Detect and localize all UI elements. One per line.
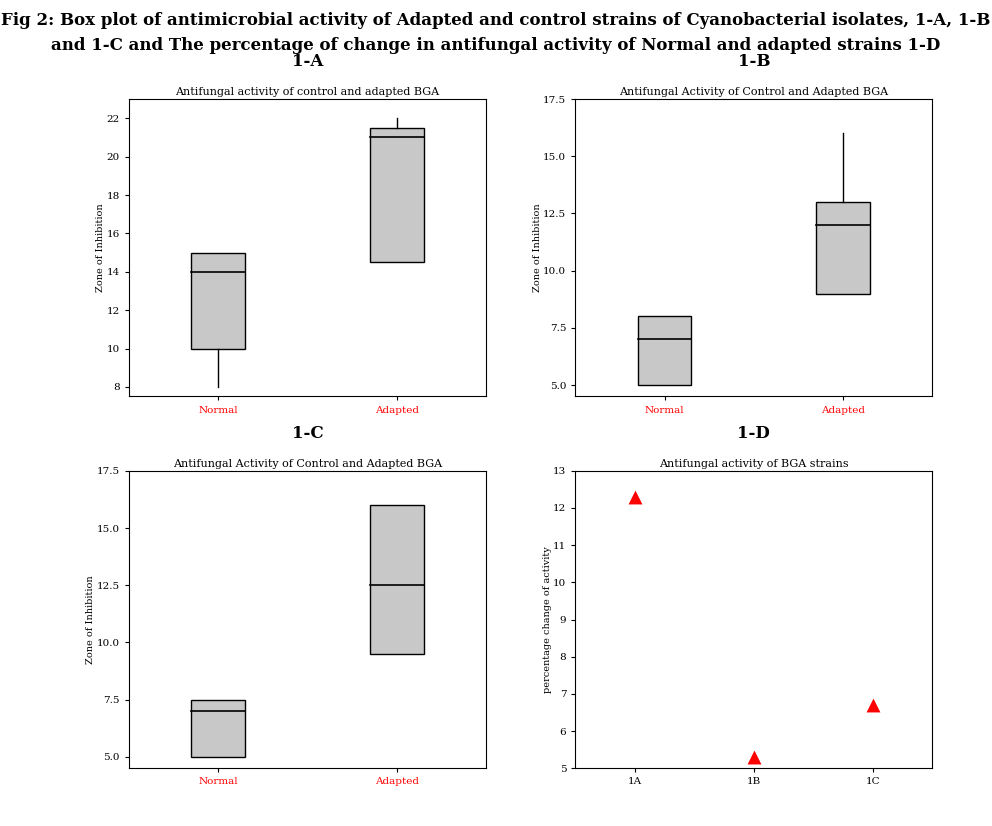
Point <box>746 751 762 763</box>
Bar <box>370 506 424 654</box>
Bar <box>191 253 245 349</box>
Bar <box>191 700 245 757</box>
Y-axis label: Zone of Inhibition: Zone of Inhibition <box>86 575 95 664</box>
Title: Antifungal activity of control and adapted BGA: Antifungal activity of control and adapt… <box>176 87 439 97</box>
Text: 1-B: 1-B <box>738 53 770 70</box>
Point <box>627 490 643 503</box>
Title: Antifungal activity of BGA strains: Antifungal activity of BGA strains <box>659 458 849 468</box>
Point <box>865 699 881 712</box>
Y-axis label: Zone of Inhibition: Zone of Inhibition <box>96 203 105 292</box>
Bar <box>816 202 870 293</box>
Text: and 1-C and The percentage of change in antifungal activity of Normal and adapte: and 1-C and The percentage of change in … <box>52 37 940 55</box>
Text: 1-C: 1-C <box>292 425 323 442</box>
Title: Antifungal Activity of Control and Adapted BGA: Antifungal Activity of Control and Adapt… <box>619 87 889 97</box>
Bar <box>370 128 424 262</box>
Text: 1-A: 1-A <box>292 53 323 70</box>
Text: 1-D: 1-D <box>737 425 771 442</box>
Title: Antifungal Activity of Control and Adapted BGA: Antifungal Activity of Control and Adapt… <box>173 458 442 468</box>
Y-axis label: percentage change of activity: percentage change of activity <box>543 546 552 693</box>
Y-axis label: Zone of Inhibition: Zone of Inhibition <box>533 203 542 292</box>
Text: Fig 2: Box plot of antimicrobial activity of Adapted and control strains of Cyan: Fig 2: Box plot of antimicrobial activit… <box>1 12 991 30</box>
Bar <box>638 316 691 385</box>
